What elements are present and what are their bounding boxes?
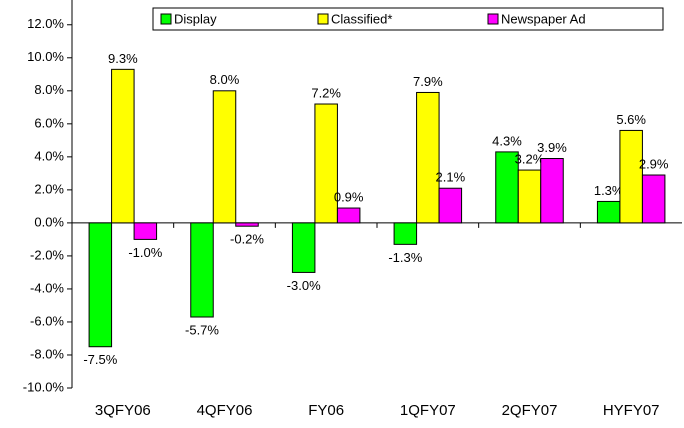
- bar: [596, 200, 621, 224]
- bar: [416, 91, 440, 224]
- x-tick-label: 4QFY06: [197, 402, 253, 419]
- legend-label: Display: [174, 11, 217, 26]
- data-label: 7.2%: [311, 85, 341, 100]
- x-tick-label: HYFY07: [603, 402, 660, 419]
- x-tick-label: FY06: [308, 402, 344, 419]
- bar: [190, 222, 214, 318]
- bar: [438, 187, 463, 224]
- bar: [336, 207, 361, 224]
- data-label: -1.3%: [388, 250, 422, 265]
- data-label: 4.3%: [492, 133, 522, 148]
- bar: [133, 222, 158, 240]
- data-label: 3.9%: [537, 140, 567, 155]
- data-label: -3.0%: [287, 278, 321, 293]
- y-tick-label: 6.0%: [34, 115, 64, 130]
- y-tick-label: 4.0%: [34, 148, 64, 163]
- data-label: -5.7%: [185, 322, 219, 337]
- bar: [291, 222, 316, 273]
- x-tick-label: 1QFY07: [400, 402, 456, 419]
- legend-swatch: [317, 13, 329, 25]
- y-tick-label: 12.0%: [27, 16, 64, 31]
- legend-swatch: [487, 13, 499, 25]
- bar: [619, 129, 643, 224]
- y-tick-label: -8.0%: [30, 346, 64, 361]
- data-label: 0.9%: [334, 189, 364, 204]
- legend-label: Newspaper Ad: [501, 11, 586, 26]
- data-label: -0.2%: [230, 232, 264, 247]
- data-label: 5.6%: [616, 112, 646, 127]
- data-label: -1.0%: [128, 245, 162, 260]
- bar: [212, 90, 237, 224]
- y-tick-label: 2.0%: [34, 181, 64, 196]
- data-label: 9.3%: [108, 51, 138, 66]
- bar: [314, 103, 338, 224]
- bar: [235, 222, 259, 227]
- bar: [88, 222, 113, 348]
- legend-box: [152, 7, 664, 31]
- bar: [540, 158, 564, 224]
- bar: [517, 169, 542, 224]
- legend-label: Classified*: [331, 11, 392, 26]
- data-label: 2.1%: [436, 170, 466, 185]
- data-label: -7.5%: [83, 352, 117, 367]
- y-tick-label: -2.0%: [30, 247, 64, 262]
- y-tick-label: -4.0%: [30, 280, 64, 295]
- y-tick-label: -6.0%: [30, 313, 64, 328]
- data-label: 8.0%: [210, 72, 240, 87]
- bar: [393, 222, 418, 245]
- x-tick-label: 3QFY06: [95, 402, 151, 419]
- bar: [111, 68, 135, 224]
- data-label: 3.2%: [515, 151, 545, 166]
- x-tick-label: 2QFY07: [502, 402, 558, 419]
- legend-swatch: [160, 13, 172, 25]
- y-tick-label: 8.0%: [34, 82, 64, 97]
- data-label: 1.3%: [594, 183, 624, 198]
- bar: [641, 174, 666, 224]
- data-label: 2.9%: [639, 156, 669, 171]
- y-tick-label: 10.0%: [27, 49, 64, 64]
- data-label: 7.9%: [413, 74, 443, 89]
- y-tick-label: -10.0%: [23, 379, 65, 394]
- y-tick-label: 0.0%: [34, 214, 64, 229]
